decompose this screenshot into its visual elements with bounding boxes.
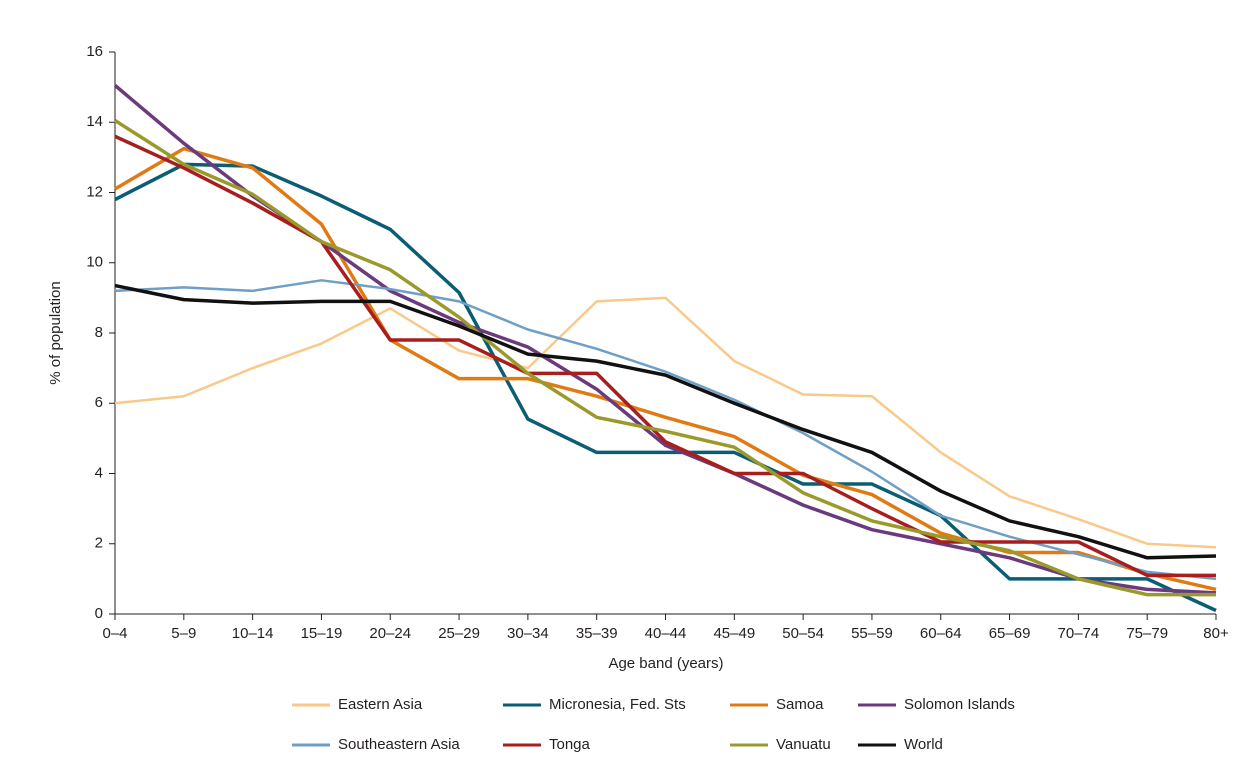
series-line	[114, 296, 1217, 549]
legend-label: Samoa	[776, 696, 824, 713]
legend-label: Southeastern Asia	[338, 736, 460, 753]
series-line	[114, 283, 1217, 560]
series-line	[113, 84, 1217, 595]
x-tick-label: 20–24	[369, 625, 411, 642]
x-tick-label: 60–64	[920, 625, 962, 642]
x-tick-label: 55–59	[851, 625, 893, 642]
x-tick-label: 70–74	[1058, 625, 1100, 642]
x-tick-label: 80+	[1203, 625, 1229, 642]
y-tick-label: 10	[86, 254, 103, 271]
x-tick-label: 40–44	[645, 625, 687, 642]
x-tick-label: 45–49	[713, 625, 755, 642]
x-tick-label: 5–9	[171, 625, 196, 642]
y-tick-label: 2	[95, 535, 103, 552]
legend-label: Vanuatu	[776, 736, 831, 753]
y-tick-label: 8	[95, 324, 103, 341]
y-tick-label: 14	[86, 113, 103, 130]
series-line	[114, 146, 1217, 592]
legend-label: Solomon Islands	[904, 696, 1015, 713]
legend-label: World	[904, 736, 943, 753]
x-tick-label: 15–19	[301, 625, 343, 642]
y-tick-label: 6	[95, 394, 103, 411]
legend-label: Eastern Asia	[338, 696, 423, 713]
y-tick-label: 16	[86, 43, 103, 60]
y-axis-label: % of population	[47, 281, 64, 384]
y-tick-label: 0	[95, 605, 103, 622]
x-tick-label: 0–4	[102, 625, 127, 642]
y-tick-label: 12	[86, 183, 103, 200]
x-tick-label: 30–34	[507, 625, 549, 642]
series-line	[114, 162, 1217, 613]
x-tick-label: 65–69	[989, 625, 1031, 642]
legend-label: Micronesia, Fed. Sts	[549, 696, 686, 713]
y-tick-label: 4	[95, 464, 103, 481]
x-tick-label: 75–79	[1126, 625, 1168, 642]
series-line	[114, 134, 1216, 578]
series-line	[114, 119, 1216, 597]
x-axis-label: Age band (years)	[608, 655, 723, 672]
legend-label: Tonga	[549, 736, 591, 753]
x-tick-label: 25–29	[438, 625, 480, 642]
x-tick-label: 35–39	[576, 625, 618, 642]
x-tick-label: 50–54	[782, 625, 824, 642]
x-tick-label: 10–14	[232, 625, 274, 642]
